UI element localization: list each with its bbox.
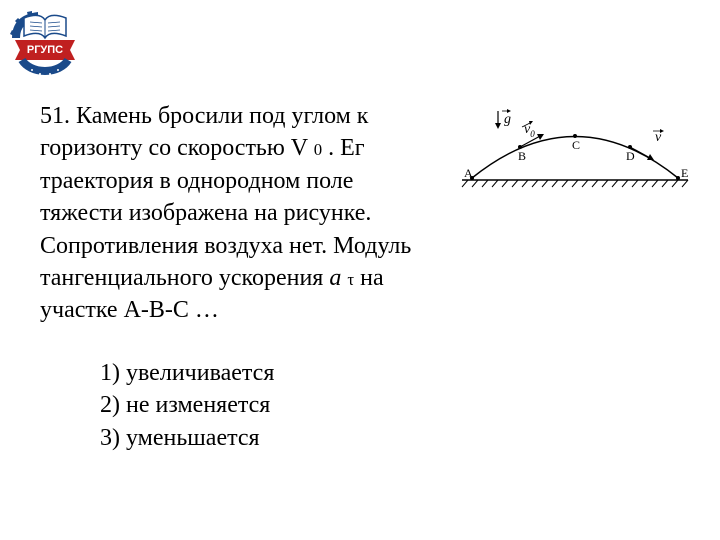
trajectory-diagram: g (460, 105, 690, 195)
point-C: C (572, 138, 580, 152)
diagram-svg: g (460, 105, 690, 195)
g-label: g (504, 112, 511, 127)
point-A: A (464, 166, 473, 180)
line6-end: на (354, 265, 384, 291)
answer-2: 2) не изменяется (100, 389, 450, 421)
point-B: B (518, 149, 526, 163)
line6-var: a (329, 265, 341, 291)
point-E: E (681, 166, 688, 180)
line1: 51. Камень бросили под углом к (40, 103, 368, 129)
logo-svg: РГУПС (10, 10, 80, 80)
line2-sub: 0 (314, 140, 322, 159)
university-logo: РГУПС (10, 10, 80, 80)
point-D: D (626, 149, 635, 163)
line4: тяжести изображена на рисунке. (40, 200, 371, 226)
line7: участке A-B-C … (40, 297, 219, 323)
line3: траектория в однородном поле (40, 168, 353, 194)
line6: тангенциального ускорения (40, 265, 329, 291)
logo-text: РГУПС (27, 44, 63, 56)
line2-end: . Ег (322, 135, 365, 161)
answers-block: 1) увеличивается 2) не изменяется 3) уме… (100, 357, 450, 454)
line5: Сопротивления воздуха нет. Модуль (40, 233, 411, 259)
problem-block: 51. Камень бросили под углом к горизонту… (40, 100, 450, 454)
answer-1: 1) увеличивается (100, 357, 450, 389)
line2: горизонту со скоростью V (40, 135, 314, 161)
problem-text: 51. Камень бросили под углом к горизонту… (40, 100, 450, 327)
answer-3: 3) уменьшается (100, 422, 450, 454)
v0-label: v0 (524, 122, 535, 139)
